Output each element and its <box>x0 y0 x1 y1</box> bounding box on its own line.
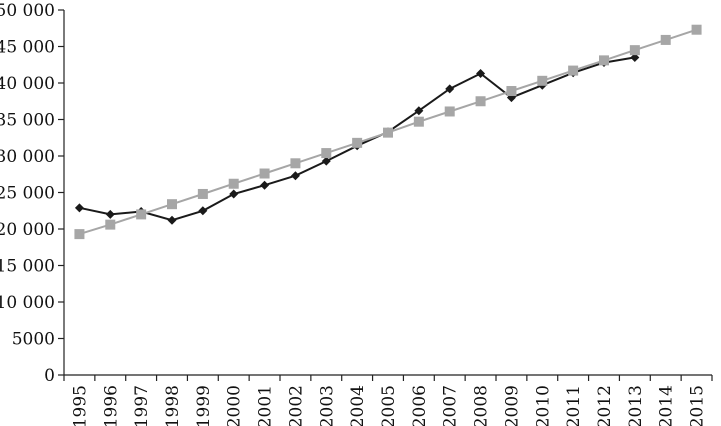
x-tick-label: 2013 <box>626 385 646 426</box>
x-tick-label: 2002 <box>286 385 306 426</box>
y-tick-label: 15 000 <box>0 257 55 277</box>
data-point-square <box>506 86 517 97</box>
x-tick-label: 1999 <box>194 385 214 426</box>
data-point-square <box>568 65 579 76</box>
data-point-diamond <box>105 209 115 219</box>
x-tick-label: 1997 <box>132 385 152 426</box>
data-point-diamond <box>167 215 177 225</box>
axes <box>63 10 712 376</box>
y-tick-label: 20 000 <box>0 220 55 240</box>
x-tick-label: 2005 <box>379 385 399 426</box>
data-point-square <box>691 24 702 35</box>
data-point-diamond <box>198 206 208 216</box>
data-point-square <box>321 148 332 159</box>
x-tick-label: 2009 <box>502 385 522 426</box>
data-point-diamond <box>476 69 486 79</box>
data-point-diamond <box>630 52 640 62</box>
data-point-square <box>413 116 424 127</box>
x-tick-label: 2007 <box>441 385 461 426</box>
data-point-diamond <box>321 156 331 166</box>
data-point-diamond <box>74 203 84 213</box>
data-point-square <box>290 158 301 169</box>
x-tick-label: 2010 <box>533 385 553 426</box>
series-group <box>74 24 702 240</box>
data-point-square <box>599 55 609 66</box>
data-point-square <box>167 199 177 210</box>
data-point-square <box>197 188 208 199</box>
y-tick-label: 25 000 <box>0 184 55 204</box>
y-tick-label: 40 000 <box>0 74 55 94</box>
y-tick-label: 5000 <box>12 330 55 350</box>
x-tick-label: 1996 <box>101 385 121 426</box>
x-tick-label: 2006 <box>410 385 430 426</box>
data-point-diamond <box>414 106 424 116</box>
data-point-square <box>136 209 147 220</box>
x-axis-ticks: 1995 1996 1997 1998 1999 2000 2001 2002 2003 2004… <box>63 375 713 426</box>
data-point-square <box>537 75 548 86</box>
x-tick-label: 2008 <box>472 385 492 426</box>
y-tick-label: 50 000 <box>0 1 55 21</box>
data-point-square <box>228 178 239 189</box>
data-point-square <box>383 127 393 138</box>
data-point-square <box>259 168 270 179</box>
data-point-diamond <box>260 180 270 190</box>
data-point-diamond <box>290 171 300 181</box>
data-point-square <box>444 106 455 117</box>
x-tick-label: 2011 <box>564 385 584 426</box>
y-tick-label: 0 <box>44 366 55 386</box>
data-point-square <box>74 229 85 240</box>
y-axis-ticks: 0 5000 10 000 15 000 20 000 25 000 30 000 35 00… <box>0 1 64 386</box>
data-point-square <box>660 34 671 45</box>
x-tick-label: 2001 <box>256 385 276 426</box>
x-tick-label: 1998 <box>163 385 183 426</box>
y-tick-label: 30 000 <box>0 147 55 167</box>
data-point-square <box>105 219 116 230</box>
series-2 <box>74 24 702 240</box>
data-point-square <box>352 137 363 148</box>
data-point-diamond <box>229 189 239 199</box>
x-tick-label: 2015 <box>688 385 708 426</box>
x-tick-label: 2014 <box>657 385 677 426</box>
y-tick-label: 10 000 <box>0 293 55 313</box>
y-tick-label: 35 000 <box>0 111 55 131</box>
data-point-square <box>475 96 486 107</box>
data-point-diamond <box>445 84 455 94</box>
x-tick-label: 2003 <box>317 385 337 426</box>
x-tick-label: 2012 <box>595 385 615 426</box>
y-tick-label: 45 000 <box>0 38 55 58</box>
x-tick-label: 2000 <box>225 385 245 426</box>
data-point-square <box>629 45 640 56</box>
x-tick-label: 2004 <box>348 385 368 426</box>
x-tick-label: 1995 <box>70 385 90 426</box>
